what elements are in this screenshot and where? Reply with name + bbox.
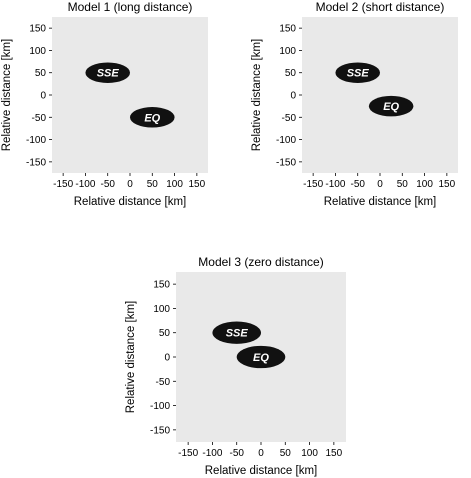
- y-tick-label: -150: [26, 157, 46, 168]
- x-tick-label: -50: [229, 448, 244, 459]
- x-tick-label: -50: [100, 179, 115, 190]
- y-tick-label: 50: [159, 328, 171, 339]
- x-tick-label: 0: [127, 179, 133, 190]
- y-tick-label: -150: [276, 157, 296, 168]
- x-tick-label: 150: [439, 179, 456, 190]
- region-label: EQ: [144, 112, 160, 124]
- x-tick-label: -150: [178, 448, 198, 459]
- x-tick-label: 0: [377, 179, 383, 190]
- y-tick-label: 50: [285, 68, 297, 79]
- x-tick-label: 150: [189, 179, 206, 190]
- y-axis-label: Relative distance [km]: [251, 39, 263, 152]
- region-label: SSE: [347, 68, 370, 80]
- x-tick-label: -100: [325, 179, 345, 190]
- x-axis-label: Relative distance [km]: [205, 465, 318, 477]
- y-tick-label: -100: [26, 135, 46, 146]
- chart-title: Model 2 (short distance): [316, 0, 445, 14]
- region-eq: EQ: [130, 107, 175, 128]
- x-tick-label: -150: [303, 179, 323, 190]
- y-tick-label: -50: [156, 377, 171, 388]
- region-ellipse: [335, 62, 381, 83]
- y-tick-label: 0: [164, 353, 170, 364]
- x-tick-label: 50: [280, 448, 292, 459]
- y-tick-label: 100: [279, 46, 296, 57]
- region-ellipse: [130, 107, 175, 128]
- region-label: SSE: [97, 68, 120, 80]
- y-tick-label: 100: [29, 46, 46, 57]
- region-sse: SSE: [85, 62, 130, 83]
- x-tick-label: 50: [397, 179, 409, 190]
- y-tick-label: 150: [29, 24, 46, 35]
- x-tick-label: 150: [326, 448, 343, 459]
- y-tick-label: 0: [290, 91, 296, 102]
- y-tick-label: -150: [150, 425, 170, 436]
- y-tick-label: 150: [153, 280, 170, 291]
- x-tick-label: 0: [258, 448, 264, 459]
- chart-panel-3: Model 3 (zero distance)150100500-50-100-…: [125, 255, 346, 477]
- region-ellipse: [368, 95, 414, 117]
- region-label: EQ: [253, 352, 269, 364]
- chart-panel-2: Model 2 (short distance) 150 100 50 0 -50 -100…: [251, 0, 458, 208]
- y-axis-label: Relative distance [km]: [125, 301, 137, 414]
- y-tick-label: -100: [150, 401, 170, 412]
- y-tick-label: 100: [153, 304, 170, 315]
- y-tick-label: -50: [282, 113, 297, 124]
- region-sse: SSE: [335, 62, 381, 83]
- x-tick-label: 100: [166, 179, 183, 190]
- x-tick-label: 100: [301, 448, 318, 459]
- x-axis-label: Relative distance [km]: [324, 196, 437, 208]
- region-label: SSE: [226, 328, 249, 340]
- y-tick-label: 50: [35, 68, 47, 79]
- region-ellipse: [85, 62, 130, 83]
- x-axis-label: Relative distance [km]: [74, 196, 187, 208]
- plot-area: [52, 17, 208, 173]
- region-ellipse: [236, 345, 286, 369]
- x-tick-label: -150: [53, 179, 73, 190]
- y-axis-label: Relative distance [km]: [1, 39, 13, 152]
- chart-panel-1: Model 1 (long distance)150100500-50-100-…: [1, 0, 208, 208]
- x-tick-label: -100: [202, 448, 222, 459]
- chart-title: Model 3 (zero distance): [198, 255, 323, 269]
- x-tick-label: -100: [75, 179, 95, 190]
- y-tick-label: -100: [276, 135, 296, 146]
- region-eq: EQ: [236, 345, 286, 369]
- region-sse: SSE: [212, 321, 261, 344]
- region-eq: EQ: [368, 95, 414, 117]
- x-tick-label: 100: [416, 179, 433, 190]
- x-tick-label: -50: [350, 179, 365, 190]
- x-tick-label: 50: [147, 179, 159, 190]
- y-tick-label: 150: [279, 24, 296, 35]
- y-tick-label: 0: [40, 91, 46, 102]
- region-label: EQ: [383, 101, 399, 113]
- y-tick-label: -50: [32, 113, 47, 124]
- region-ellipse: [212, 321, 261, 344]
- chart-title: Model 1 (long distance): [68, 0, 193, 14]
- plot-area: [302, 17, 458, 173]
